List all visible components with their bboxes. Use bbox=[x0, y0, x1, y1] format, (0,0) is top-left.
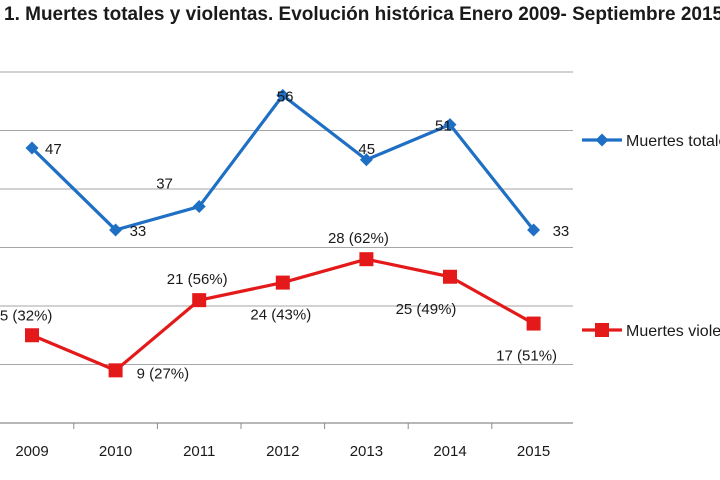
data-label: 28 (62%) bbox=[328, 230, 389, 247]
series-line bbox=[30, 93, 535, 232]
data-point-marker bbox=[109, 223, 123, 237]
x-tick-label: 2012 bbox=[266, 443, 299, 460]
data-point-marker bbox=[108, 363, 123, 378]
data-point-marker bbox=[359, 252, 374, 267]
legend-label: Muertes violentas bbox=[626, 323, 720, 340]
data-label: 25 (49%) bbox=[396, 301, 457, 318]
data-label: 51 bbox=[435, 118, 452, 135]
data-label: 45 bbox=[358, 141, 375, 158]
x-tick-label: 2013 bbox=[350, 443, 383, 460]
data-label: 37 bbox=[156, 176, 173, 193]
data-label: 47 bbox=[45, 141, 62, 158]
x-tick-label: 2010 bbox=[99, 443, 132, 460]
x-tick-label: 2009 bbox=[15, 443, 48, 460]
chart-title: 1. Muertes totales y violentas. Evolució… bbox=[4, 4, 720, 25]
data-point-marker bbox=[359, 153, 373, 167]
data-label: 17 (51%) bbox=[496, 348, 557, 365]
legend-label: Muertes totales bbox=[626, 133, 720, 150]
data-label: 33 bbox=[130, 223, 147, 240]
data-label: 21 (56%) bbox=[167, 271, 228, 288]
data-point-marker bbox=[275, 275, 290, 290]
data-point-marker bbox=[25, 141, 39, 155]
data-label: 9 (27%) bbox=[137, 365, 190, 382]
data-point-marker bbox=[276, 88, 290, 102]
data-label: 56 bbox=[277, 88, 294, 105]
data-label: 24 (43%) bbox=[250, 307, 311, 324]
x-tick-label: 2011 bbox=[183, 443, 215, 460]
legend-marker bbox=[595, 323, 609, 337]
data-point-marker bbox=[192, 200, 206, 214]
data-point-marker bbox=[443, 269, 457, 284]
data-point-marker bbox=[192, 293, 207, 308]
data-point-marker bbox=[443, 118, 457, 132]
x-tick-label: 2014 bbox=[433, 443, 466, 460]
data-label: 15 (32%) bbox=[0, 307, 52, 324]
data-point-marker bbox=[526, 316, 541, 331]
data-point-marker bbox=[527, 223, 541, 237]
data-label: 33 bbox=[553, 223, 570, 240]
legend-marker bbox=[595, 133, 609, 147]
x-tick-label: 2015 bbox=[517, 443, 550, 460]
data-point-marker bbox=[25, 328, 39, 343]
